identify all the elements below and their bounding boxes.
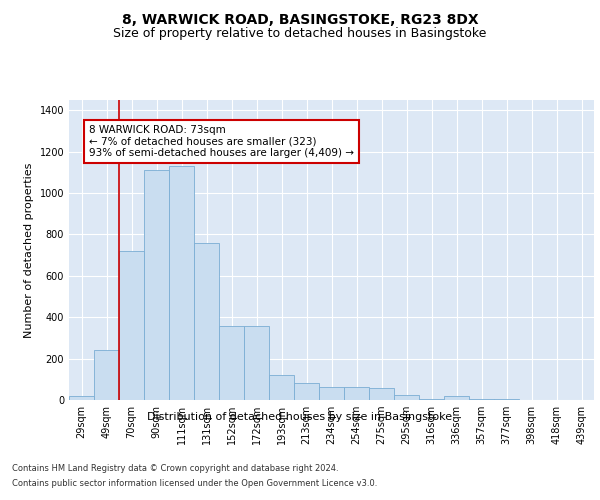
Bar xyxy=(119,251,144,400)
Text: Size of property relative to detached houses in Basingstoke: Size of property relative to detached ho… xyxy=(113,28,487,40)
Text: 8, WARWICK ROAD, BASINGSTOKE, RG23 8DX: 8, WARWICK ROAD, BASINGSTOKE, RG23 8DX xyxy=(122,12,478,26)
Bar xyxy=(469,399,494,400)
Bar xyxy=(394,395,419,400)
Bar xyxy=(169,166,194,400)
Bar xyxy=(294,384,319,400)
Y-axis label: Number of detached properties: Number of detached properties xyxy=(24,162,34,338)
Bar xyxy=(69,396,94,400)
Bar xyxy=(269,375,294,400)
Bar xyxy=(319,386,344,400)
Bar xyxy=(144,170,169,400)
Text: Contains public sector information licensed under the Open Government Licence v3: Contains public sector information licen… xyxy=(12,479,377,488)
Bar xyxy=(444,396,469,400)
Text: Distribution of detached houses by size in Basingstoke: Distribution of detached houses by size … xyxy=(148,412,452,422)
Text: 8 WARWICK ROAD: 73sqm
← 7% of detached houses are smaller (323)
93% of semi-deta: 8 WARWICK ROAD: 73sqm ← 7% of detached h… xyxy=(89,125,354,158)
Bar xyxy=(194,243,219,400)
Bar xyxy=(244,326,269,400)
Bar xyxy=(419,399,444,400)
Bar xyxy=(94,350,119,400)
Bar xyxy=(369,388,394,400)
Bar xyxy=(344,386,369,400)
Text: Contains HM Land Registry data © Crown copyright and database right 2024.: Contains HM Land Registry data © Crown c… xyxy=(12,464,338,473)
Bar xyxy=(219,326,244,400)
